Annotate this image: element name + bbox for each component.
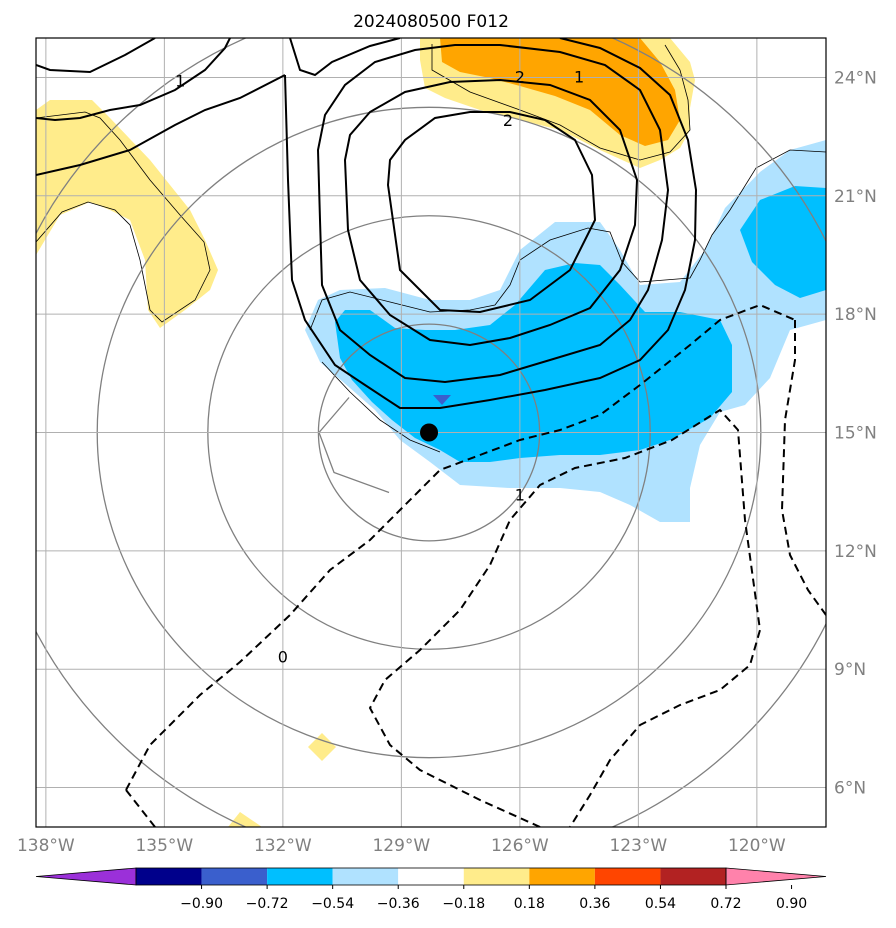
map-title: 2024080500 F012: [353, 12, 509, 32]
x-tick-labels: 138°W 135°W 132°W 129°W 126°W 123°W 120°W: [17, 836, 786, 856]
dark-blue-marker: [433, 395, 451, 405]
contour-1-west-c: [36, 74, 286, 176]
dashed-contours: [125, 303, 826, 827]
contour-label-2: 1: [574, 67, 584, 86]
y-tick-label-6: 6°N: [834, 779, 866, 799]
colorbar-segment-0: [136, 868, 202, 885]
colorbar-tick-label-9: 0.90: [776, 896, 807, 912]
colorbar-segment-8: [660, 868, 726, 885]
colorbar-segment-4: [398, 868, 464, 885]
contour-ring-3: [343, 78, 639, 347]
blue-region-main: [335, 263, 732, 462]
colorbar-tick-label-2: −0.54: [311, 896, 354, 912]
contour-1-west: [36, 38, 156, 74]
thin-contour-blue: [309, 149, 826, 331]
dashed-contour-0: [125, 303, 796, 791]
x-tick-label-2: 132°W: [254, 836, 312, 856]
y-tick-label-1: 21°N: [834, 187, 877, 207]
y-tick-label-3: 15°N: [834, 424, 877, 444]
x-tick-label-6: 120°W: [728, 836, 786, 856]
y-tick-label-4: 12°N: [834, 542, 877, 562]
contour-labels: 1 2 1 2 0 1: [175, 67, 584, 666]
colorbar-tick-label-4: −0.18: [442, 896, 485, 912]
colorbar-tick-label-3: −0.36: [377, 896, 420, 912]
y-tick-label-0: 24°N: [834, 68, 877, 88]
contour-label-0: 1: [175, 71, 185, 90]
thin-contour-north: [431, 44, 691, 161]
colorbar-extend-low: [35, 867, 137, 886]
colorbar-tick-label-8: 0.72: [710, 896, 741, 912]
dashed-contour-east: [780, 320, 826, 616]
contour-label-5: 1: [515, 486, 525, 505]
contour-label-4: 0: [278, 647, 288, 666]
x-tick-label-3: 129°W: [372, 836, 430, 856]
colorbar-segment-7: [594, 868, 661, 885]
blue-region-east: [740, 186, 826, 298]
yellow-region-small-1: [308, 733, 336, 761]
positive-anomaly-fill: [36, 38, 695, 827]
contour-ring-inner: [386, 111, 597, 314]
thin-contour-west: [36, 111, 211, 323]
inner-ring-fragment: [318, 397, 390, 494]
contour-1-west-b: [36, 38, 231, 122]
colorbar-tick-label-1: −0.72: [246, 896, 289, 912]
map-frame: [35, 37, 827, 828]
colorbar-tick-label-6: 0.36: [579, 896, 610, 912]
colorbar-tick-label-7: 0.54: [645, 896, 676, 912]
x-tick-label-5: 123°W: [609, 836, 667, 856]
x-tick-label-1: 135°W: [135, 836, 193, 856]
colorbar-segment-2: [267, 868, 333, 885]
contour-label-1: 2: [515, 67, 525, 86]
yellow-region-west: [36, 100, 218, 328]
colorbar-segment-6: [529, 868, 595, 885]
y-tick-label-5: 9°N: [834, 660, 866, 680]
y-tick-label-2: 18°N: [834, 305, 877, 325]
colorbar-extend-high: [725, 867, 827, 886]
colorbar-frame: [135, 867, 727, 886]
contour-ring-2: [316, 44, 670, 384]
positive-contours: [36, 38, 698, 409]
dashed-contour-0-low: [125, 789, 156, 827]
storm-center-marker: [420, 423, 439, 442]
thin-outline-contours: [36, 44, 826, 453]
orange-region-north: [440, 38, 680, 146]
grid-lines: [36, 38, 826, 827]
colorbar: −0.90 −0.72 −0.54 −0.36 −0.18 0.18 0.36 0.54 0.7…: [35, 867, 827, 912]
colorbar-segment-3: [332, 868, 399, 885]
map-area: 1 2 1 2 0 1: [36, 38, 826, 827]
colorbar-segment-5: [463, 868, 530, 885]
contour-label-3: 2: [503, 111, 513, 130]
colorbar-tick-label-0: −0.90: [180, 896, 223, 912]
thin-contour-blue-south: [321, 361, 441, 453]
contour-ring-outer: [284, 38, 698, 409]
colorbar-segment-1: [201, 868, 268, 885]
contour-1-north: [289, 38, 401, 77]
x-tick-label-4: 126°W: [491, 836, 549, 856]
colorbar-tick-label-5: 0.18: [514, 896, 545, 912]
x-tick-label-0: 138°W: [17, 836, 75, 856]
dashed-contour-1: [368, 408, 762, 827]
y-tick-labels: 24°N 21°N 18°N 15°N 12°N 9°N 6°N: [834, 68, 877, 798]
